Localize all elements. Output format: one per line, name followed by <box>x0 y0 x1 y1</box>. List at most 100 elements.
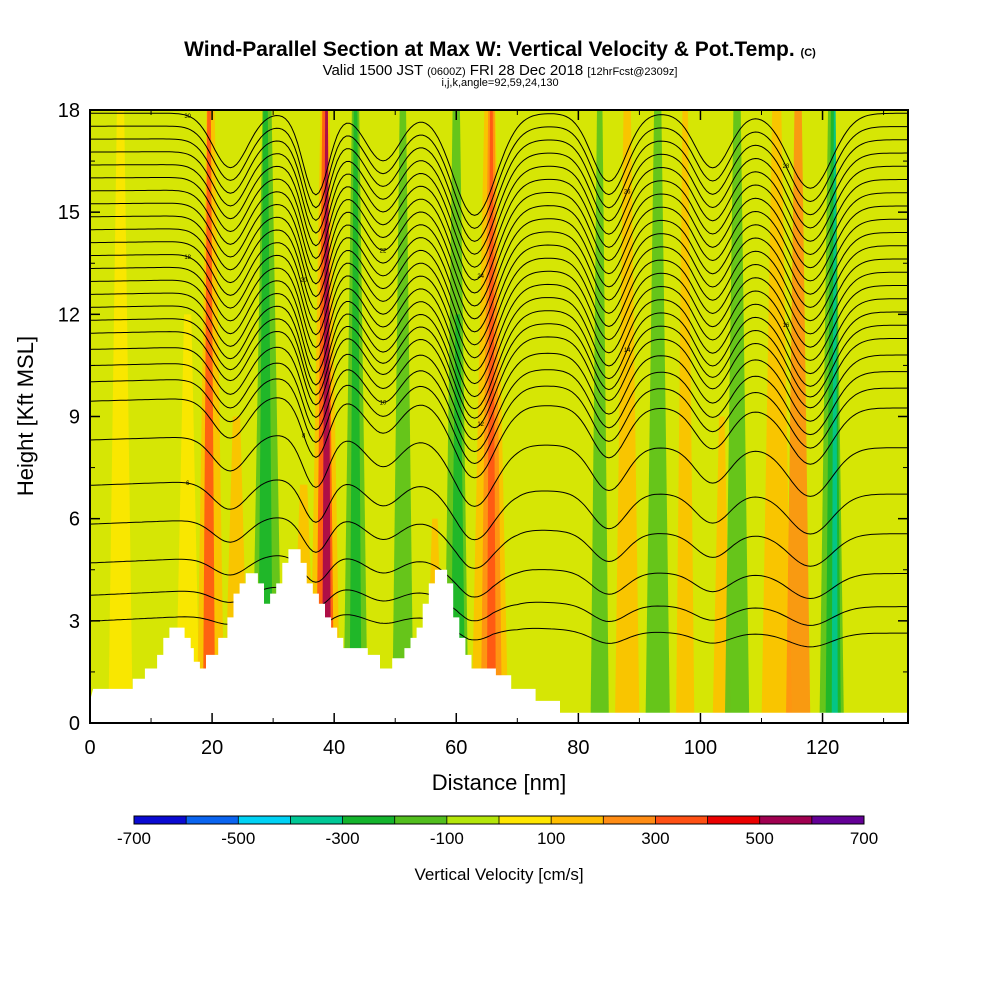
colorbar-swatch <box>603 816 656 824</box>
colorbar-title: Vertical Velocity [cm/s] <box>414 865 583 884</box>
x-tick-label: 20 <box>201 737 223 759</box>
velocity-band-23 <box>645 110 670 723</box>
colorbar-swatch <box>655 816 708 824</box>
theta-contour-4 <box>90 517 908 569</box>
theta-contour-16 <box>90 266 908 372</box>
velocity-band-13 <box>349 110 362 723</box>
theta-contour-17 <box>90 254 908 359</box>
theta-contour-6 <box>90 435 908 507</box>
title-text: Wind-Parallel Section at Max W: Vertical… <box>184 38 795 61</box>
velocity-band-7 <box>257 110 274 723</box>
subtitle-date: FRI 28 Dec 2018 <box>469 62 584 79</box>
contour-label: 6 <box>186 481 190 487</box>
title-units: (C) <box>800 47 816 59</box>
theta-contour-19 <box>90 228 908 333</box>
theta-contour-11 <box>90 330 908 429</box>
colorbar-swatch <box>342 816 395 824</box>
contour-label: 14 <box>624 348 631 354</box>
theta-contour-25 <box>90 151 908 255</box>
y-tick-label: 18 <box>58 100 80 122</box>
velocity-band-24 <box>676 110 695 723</box>
y-tick-label: 15 <box>58 202 80 224</box>
contour-label: 22 <box>380 248 387 254</box>
theta-contour-23 <box>90 177 908 281</box>
y-tick-label: 9 <box>69 407 80 429</box>
contour-label: 8 <box>302 433 306 439</box>
theta-contour-2 <box>90 586 908 626</box>
contour-label: 24 <box>477 274 484 280</box>
colorbar-swatch <box>238 816 291 824</box>
contour-label: 12 <box>477 422 484 428</box>
colorbar-tick-label: 700 <box>850 829 878 848</box>
colorbar-swatch <box>759 816 812 824</box>
contour-label: 28 <box>783 164 790 170</box>
contour-label: 26 <box>624 190 631 196</box>
theta-contour-27 <box>90 125 908 229</box>
colorbar-tick-label: -700 <box>117 829 151 848</box>
theta-contour-1 <box>90 612 908 648</box>
subtitle-utc: (0600Z) <box>427 66 466 78</box>
y-tick-label: 0 <box>69 713 80 735</box>
contour-label: 16 <box>783 323 790 329</box>
colorbar-swatch <box>707 816 760 824</box>
colorbar-swatch <box>551 816 604 824</box>
x-tick-label: 120 <box>806 737 839 759</box>
theta-contour-28 <box>90 112 908 216</box>
colorbar-swatch <box>290 816 343 824</box>
theta-contour-21 <box>90 202 908 307</box>
subtitle-valid: Valid 1500 JST <box>322 62 423 79</box>
x-axis-title: Distance [nm] <box>432 770 567 795</box>
colorbar-tick-label: -500 <box>221 829 255 848</box>
y-axis-title: Height [Kft MSL] <box>13 336 38 496</box>
theta-contour-18 <box>90 241 908 346</box>
theta-contour-14 <box>90 292 908 398</box>
x-tick-label: 0 <box>84 737 95 759</box>
velocity-band-1 <box>108 110 133 723</box>
velocity-band-31 <box>831 110 838 723</box>
x-tick-label: 80 <box>567 737 589 759</box>
velocity-band-27 <box>761 110 793 723</box>
axes: 0 20 40 60 80 100 120 0 3 6 9 12 15 18 <box>58 100 908 759</box>
theta-contour-20 <box>90 215 908 320</box>
theta-contour-8 <box>90 378 908 465</box>
contour-label: 18 <box>184 255 191 261</box>
theta-contour-22 <box>90 189 908 294</box>
contour-label: 30 <box>184 114 191 120</box>
x-tick-label: 100 <box>684 737 717 759</box>
colorbar-tick-label: 300 <box>641 829 669 848</box>
colorbar-tick-label: -300 <box>326 829 360 848</box>
theta-contour-26 <box>90 138 908 242</box>
y-tick-label: 12 <box>58 304 80 326</box>
theta-contour-9 <box>90 362 908 453</box>
theta-contour-10 <box>90 346 908 441</box>
theta-contour-7 <box>90 397 908 479</box>
colorbar-tick-label: -100 <box>430 829 464 848</box>
velocity-band-22 <box>614 110 640 723</box>
velocity-band-21 <box>590 110 609 723</box>
colorbar-tick-label: 500 <box>746 829 774 848</box>
subtitle-fcst: [12hrFcst@2309z] <box>587 66 678 78</box>
theta-contour-5 <box>90 479 908 541</box>
contour-label: 20 <box>300 278 307 284</box>
contour-label: 10 <box>380 400 387 406</box>
colorbar-swatch <box>446 816 499 824</box>
chart-title: Wind-Parallel Section at Max W: Vertical… <box>0 38 1000 62</box>
colorbar-swatch <box>134 816 187 824</box>
colorbar-swatch <box>186 816 239 824</box>
velocity-band-11 <box>321 110 332 723</box>
velocity-band-28 <box>785 110 811 723</box>
theta-contour-3 <box>90 555 908 600</box>
terrain <box>90 549 908 723</box>
colorbar-swatch <box>811 816 864 824</box>
chart-indices: i,j,k,angle=92,59,24,130 <box>441 77 559 89</box>
y-tick-label: 3 <box>69 611 80 633</box>
plot-area: 6 8 10 12 14 16 18 20 22 24 26 28 30 <box>90 110 908 723</box>
colorbar-swatch <box>499 816 552 824</box>
theta-contour-13 <box>90 305 908 410</box>
velocity-band-2 <box>175 314 200 723</box>
x-tick-label: 40 <box>323 737 345 759</box>
theta-contour-24 <box>90 164 908 268</box>
x-tick-label: 60 <box>445 737 467 759</box>
colorbar-tick-label: 100 <box>537 829 565 848</box>
